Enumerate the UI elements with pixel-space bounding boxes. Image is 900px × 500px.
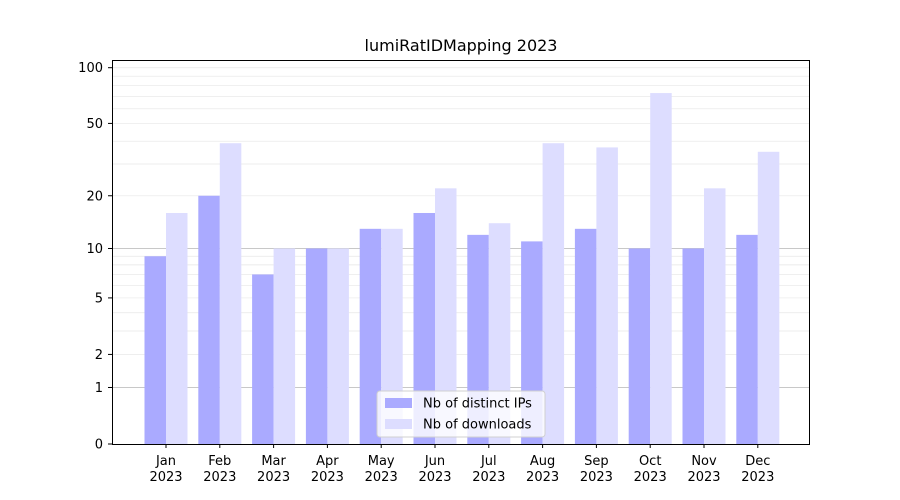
x-tick-label: Jul 2023 bbox=[472, 454, 505, 485]
bar-distinct-ips bbox=[628, 248, 651, 444]
x-tick-label: Oct 2023 bbox=[634, 454, 667, 485]
bar-distinct-ips bbox=[252, 274, 274, 444]
x-tick-label: Apr 2023 bbox=[311, 454, 344, 485]
legend-label: Nb of downloads bbox=[423, 418, 532, 433]
x-axis: Jan 2023 Feb 2023 Mar 2023 Apr 2023 May 2023 Jun 20… bbox=[149, 444, 774, 485]
chart-title: lumiRatIDMapping 2023 bbox=[365, 36, 558, 55]
bar-downloads bbox=[704, 188, 726, 444]
legend-swatch bbox=[385, 398, 412, 408]
bar-distinct-ips bbox=[144, 256, 166, 444]
bar-distinct-ips bbox=[359, 228, 382, 444]
bar-downloads bbox=[273, 248, 296, 444]
bar-downloads bbox=[488, 223, 511, 444]
y-tick-label: 5 bbox=[95, 291, 103, 306]
bar-distinct-ips bbox=[198, 195, 220, 444]
x-tick-label: Jan 2023 bbox=[149, 454, 182, 485]
legend-label: Nb of distinct IPs bbox=[423, 397, 532, 412]
bar-distinct-ips bbox=[736, 234, 758, 444]
bar-downloads bbox=[327, 248, 349, 444]
bar-distinct-ips bbox=[305, 248, 328, 444]
bar-downloads bbox=[219, 143, 242, 445]
x-tick-label: May 2023 bbox=[365, 454, 398, 485]
y-tick-label: 20 bbox=[86, 189, 103, 204]
y-tick-label: 0 bbox=[95, 438, 103, 453]
bar-downloads bbox=[542, 143, 565, 445]
x-tick-label: Feb 2023 bbox=[203, 454, 236, 485]
bar-downloads bbox=[166, 212, 188, 444]
bars bbox=[144, 93, 780, 445]
y-tick-label: 100 bbox=[78, 61, 103, 76]
y-tick-label: 2 bbox=[95, 348, 103, 363]
y-tick-label: 50 bbox=[86, 117, 103, 132]
x-tick-label: Jun 2023 bbox=[418, 454, 451, 485]
bar-distinct-ips bbox=[413, 212, 435, 444]
x-tick-label: Dec 2023 bbox=[741, 454, 774, 485]
legend-box bbox=[376, 390, 546, 438]
x-tick-label: Sep 2023 bbox=[580, 454, 613, 485]
legend: Nb of distinct IPs Nb of downloads bbox=[376, 390, 546, 438]
y-tick-label: 1 bbox=[95, 381, 103, 396]
bar-distinct-ips bbox=[574, 228, 597, 444]
y-tick-label: 10 bbox=[86, 242, 103, 257]
x-tick-label: Mar 2023 bbox=[257, 454, 290, 485]
x-tick-label: Nov 2023 bbox=[687, 454, 720, 485]
bar-downloads bbox=[435, 188, 457, 444]
bar-downloads bbox=[757, 151, 780, 445]
y-axis: 0 1 2 5 10 20 50 100 bbox=[78, 61, 112, 453]
plot-frame bbox=[112, 60, 810, 445]
bar-downloads bbox=[596, 147, 618, 444]
bar-downloads bbox=[650, 93, 672, 444]
bar-distinct-ips bbox=[682, 248, 704, 444]
x-tick-label: Aug 2023 bbox=[526, 454, 559, 485]
legend-swatch bbox=[385, 419, 412, 429]
bar-downloads bbox=[381, 228, 403, 444]
